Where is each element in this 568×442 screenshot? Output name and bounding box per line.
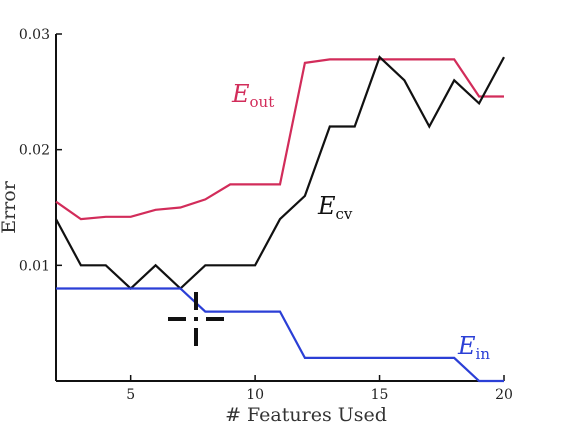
series-label-e-in: Ein [457, 332, 490, 363]
x-tick-label: 20 [495, 387, 513, 403]
series-label-e-out: Eout [231, 80, 274, 111]
series-label-e-cv-sub: cv [336, 205, 353, 223]
y-tick-label: 0.02 [19, 143, 50, 159]
x-tick-label: 10 [246, 387, 264, 403]
series-lines [55, 55, 505, 383]
series-line-out [55, 58, 504, 221]
series-label-e-in-sub: in [476, 345, 491, 363]
series-label-e-out-main: E [231, 80, 250, 108]
y-axis-title: Error [0, 180, 20, 233]
x-axis-title: # Features Used [225, 404, 387, 426]
x-tick-label: 5 [126, 387, 135, 403]
series-label-e-cv: Ecv [317, 192, 353, 223]
crosshair-move-icon [168, 292, 224, 346]
y-tick-label: 0.03 [19, 27, 50, 43]
x-tick-label: 15 [371, 387, 389, 403]
series-line-in [56, 287, 504, 383]
series-label-e-out-sub: out [250, 93, 275, 111]
series-label-e-cv-main: E [317, 192, 336, 220]
y-tick-label: 0.01 [19, 258, 50, 274]
axis-ticks: 0.01 0.02 0.03 5 10 15 20 [19, 27, 513, 403]
series-label-e-in-main: E [457, 332, 476, 360]
